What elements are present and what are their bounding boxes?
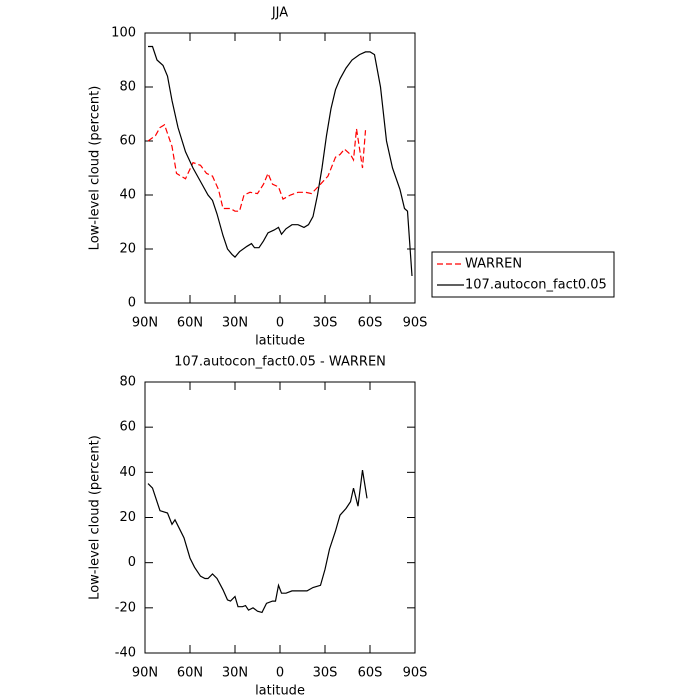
x-tick-label: 30S (313, 316, 338, 331)
y-tick-label: 20 (119, 510, 136, 525)
chart-title: 107.autocon_fact0.05 - WARREN (174, 355, 386, 370)
x-tick-label: 60N (177, 316, 203, 331)
y-tick-label: 60 (119, 134, 136, 149)
data-line (147, 123, 367, 212)
y-tick-label: -40 (115, 646, 136, 661)
y-tick-label: 0 (128, 555, 136, 570)
x-tick-label: 0 (276, 316, 284, 331)
x-tick-label: 60S (358, 666, 383, 681)
legend-label: WARREN (465, 257, 522, 272)
plot-frame (144, 381, 416, 654)
x-tick-label: 90N (132, 666, 158, 681)
chart-title: JJA (271, 6, 288, 21)
y-tick-label: 80 (119, 375, 136, 390)
y-tick-label: 60 (119, 420, 136, 435)
data-line (147, 470, 368, 614)
x-tick-label: 0 (276, 666, 284, 681)
y-tick-label: 80 (119, 80, 136, 95)
x-tick-label: 60N (177, 666, 203, 681)
x-axis-label: latitude (255, 684, 305, 699)
y-axis-label: Low-level cloud (percent) (88, 435, 103, 600)
y-tick-label: 40 (119, 188, 136, 203)
plot-frame (144, 32, 416, 304)
x-tick-label: 90S (403, 666, 428, 681)
y-tick-label: 20 (119, 242, 136, 257)
y-tick-label: 100 (111, 26, 136, 41)
x-tick-label: 90S (403, 316, 428, 331)
y-axis-label: Low-level cloud (percent) (88, 86, 103, 251)
x-tick-label: 30N (222, 316, 248, 331)
legend-label: 107.autocon_fact0.05 (465, 278, 607, 293)
x-tick-label: 90N (132, 316, 158, 331)
y-tick-label: -20 (115, 600, 136, 615)
y-tick-label: 0 (128, 296, 136, 311)
legend-box (431, 251, 615, 298)
x-tick-label: 60S (358, 316, 383, 331)
data-line (148, 45, 413, 277)
x-tick-label: 30S (313, 666, 338, 681)
x-tick-label: 30N (222, 666, 248, 681)
y-tick-label: 40 (119, 465, 136, 480)
x-axis-label: latitude (255, 334, 305, 349)
